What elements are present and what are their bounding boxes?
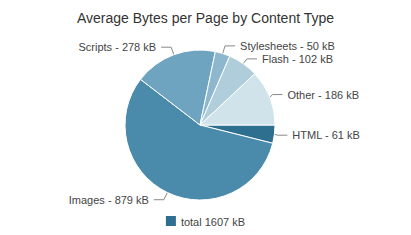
svg-text:Images - 879 kB: Images - 879 kB xyxy=(69,194,149,206)
svg-text:Scripts - 278 kB: Scripts - 278 kB xyxy=(78,41,156,53)
svg-text:Flash - 102 kB: Flash - 102 kB xyxy=(262,53,333,65)
svg-text:Stylesheets - 50 kB: Stylesheets - 50 kB xyxy=(240,40,335,52)
svg-text:Average Bytes per Page by Cont: Average Bytes per Page by Content Type xyxy=(77,10,334,26)
svg-text:total 1607 kB: total 1607 kB xyxy=(181,216,245,228)
svg-text:Other - 186 kB: Other - 186 kB xyxy=(287,89,359,101)
svg-text:HTML - 61 kB: HTML - 61 kB xyxy=(292,129,359,141)
